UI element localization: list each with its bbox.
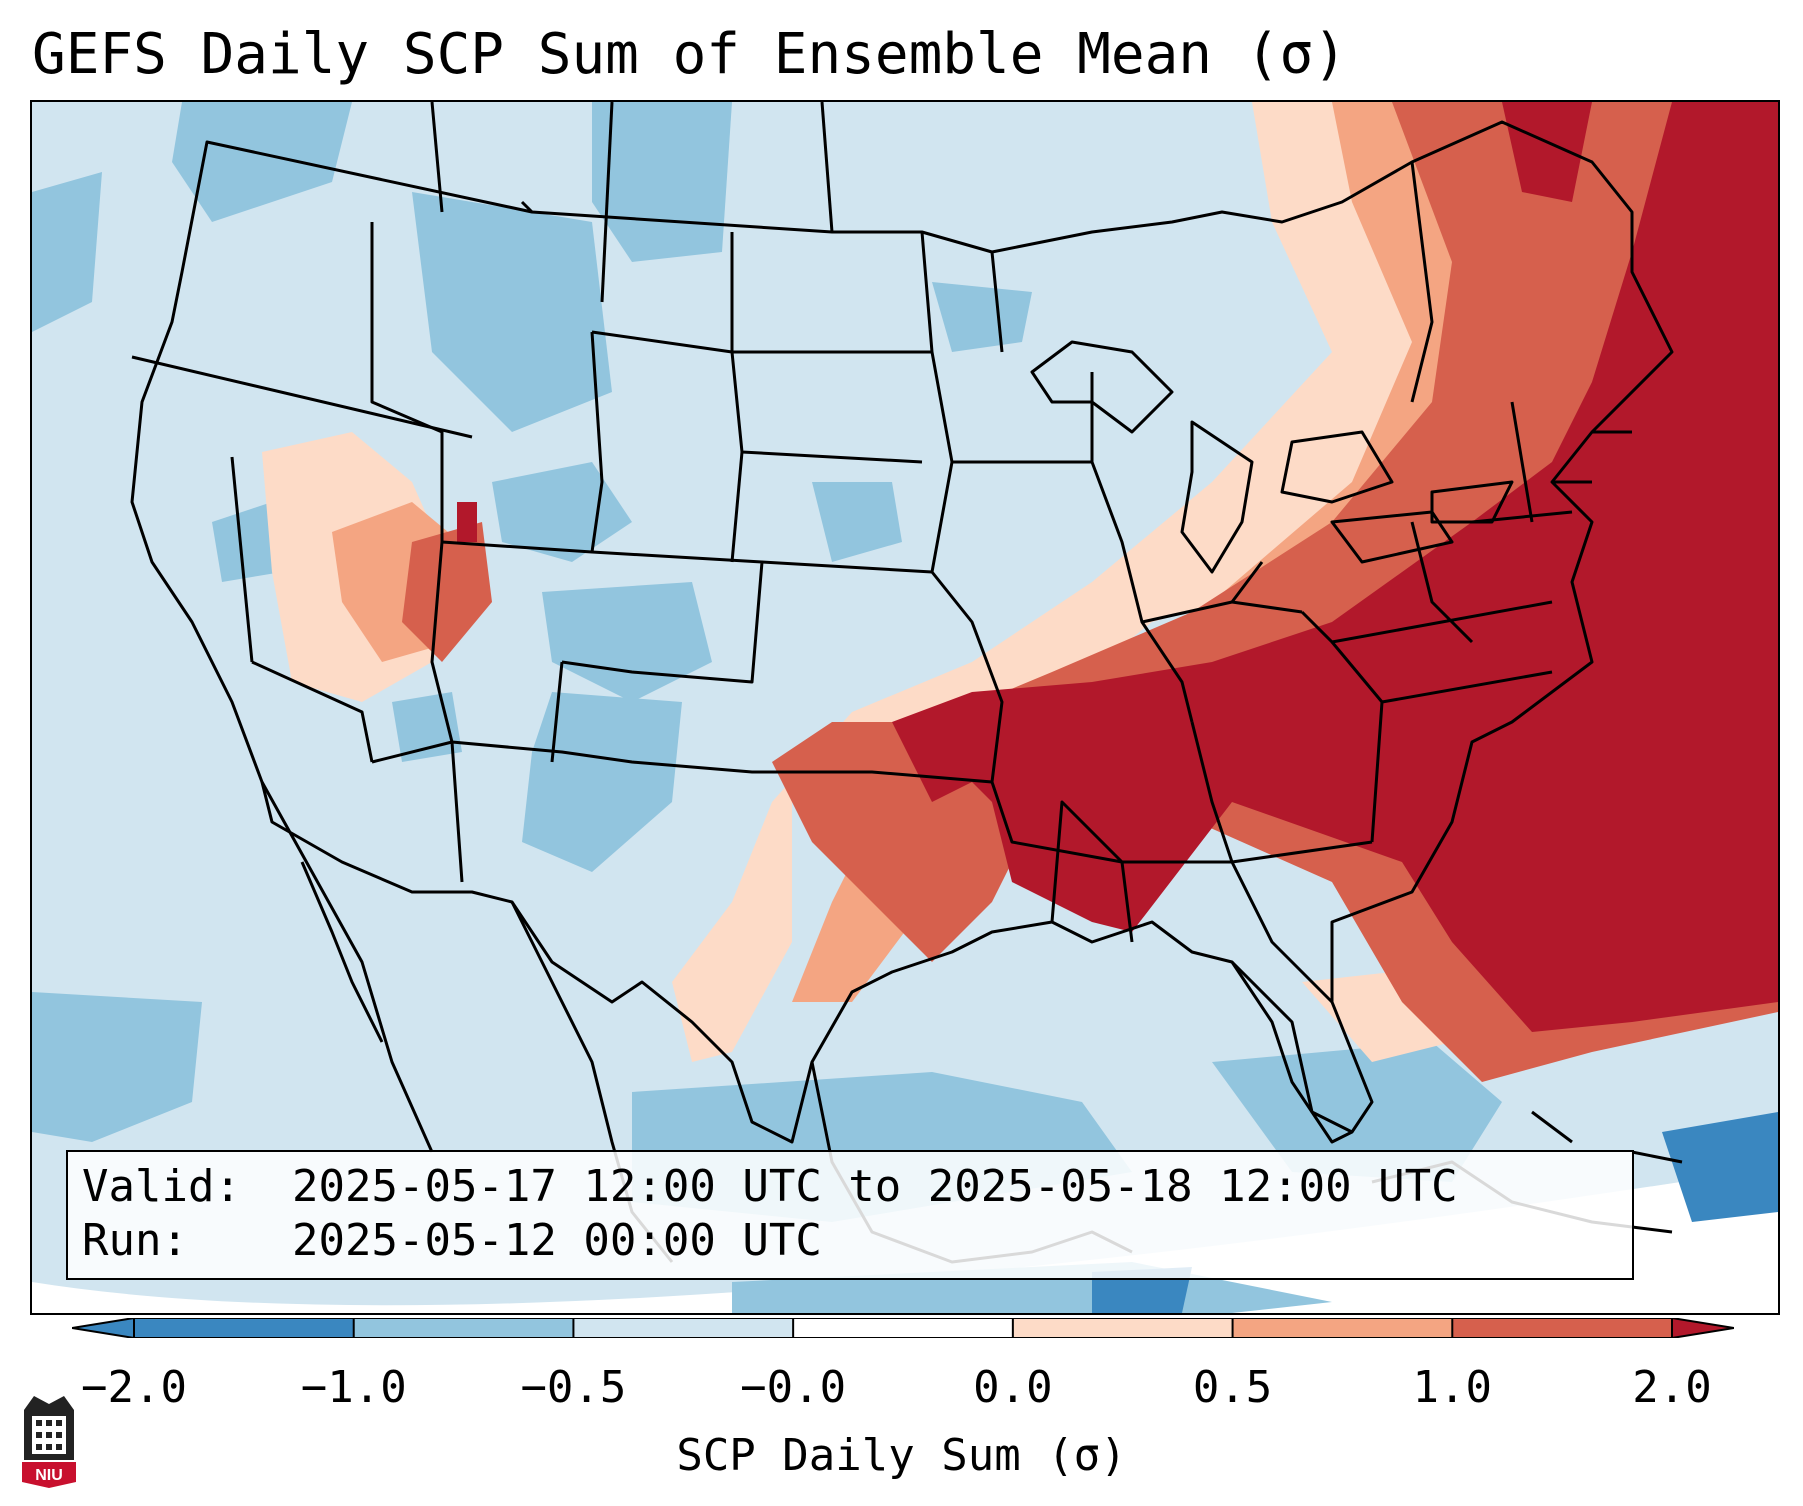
colorbar-tick-label: 0.5 <box>1192 1362 1273 1413</box>
valid-value: 2025-05-17 12:00 UTC to 2025-05-18 12:00… <box>292 1161 1458 1212</box>
run-value: 2025-05-12 00:00 UTC <box>292 1215 822 1266</box>
colorbar-tick-label: 0.0 <box>973 1362 1053 1413</box>
colorbar-segment <box>793 1318 1014 1338</box>
colorbar <box>72 1318 1734 1338</box>
niu-logo-icon: NIU <box>22 1396 76 1488</box>
colorbar-tick-label: −0.0 <box>740 1362 847 1413</box>
colorbar-tick-label: −1.0 <box>300 1362 407 1413</box>
colorbar-extend-high <box>1672 1318 1734 1338</box>
colorbar-extend-low <box>72 1318 134 1338</box>
colorbar-tick-label: −2.0 <box>81 1362 187 1413</box>
colorbar-label: SCP Daily Sum (σ) <box>676 1430 1127 1481</box>
colorbar-segment <box>1232 1318 1453 1338</box>
colorbar-tick-label: 2.0 <box>1632 1362 1712 1413</box>
logo-text: NIU <box>35 1467 63 1484</box>
valid-line: Valid: 2025-05-17 12:00 UTC to 2025-05-1… <box>82 1160 1618 1214</box>
colorbar-segment <box>134 1318 355 1338</box>
colorbar-segment <box>1452 1318 1673 1338</box>
colorbar-segment <box>573 1318 794 1338</box>
colorbar-segment <box>1012 1318 1234 1338</box>
run-key: Run: <box>82 1215 188 1266</box>
colorbar-tick-label: −0.5 <box>520 1362 627 1413</box>
valid-time-box: Valid: 2025-05-17 12:00 UTC to 2025-05-1… <box>66 1150 1634 1280</box>
map-panel <box>30 100 1780 1315</box>
extreme-positive-anomaly-areas <box>457 102 1778 1032</box>
run-line: Run: 2025-05-12 00:00 UTC <box>82 1214 1618 1268</box>
colorbar-tick-label: 1.0 <box>1412 1362 1493 1413</box>
map-title: GEFS Daily SCP Sum of Ensemble Mean (σ) <box>32 22 1347 87</box>
anomaly-map <box>32 102 1778 1313</box>
valid-key: Valid: <box>82 1161 241 1212</box>
colorbar-segment <box>353 1318 574 1338</box>
